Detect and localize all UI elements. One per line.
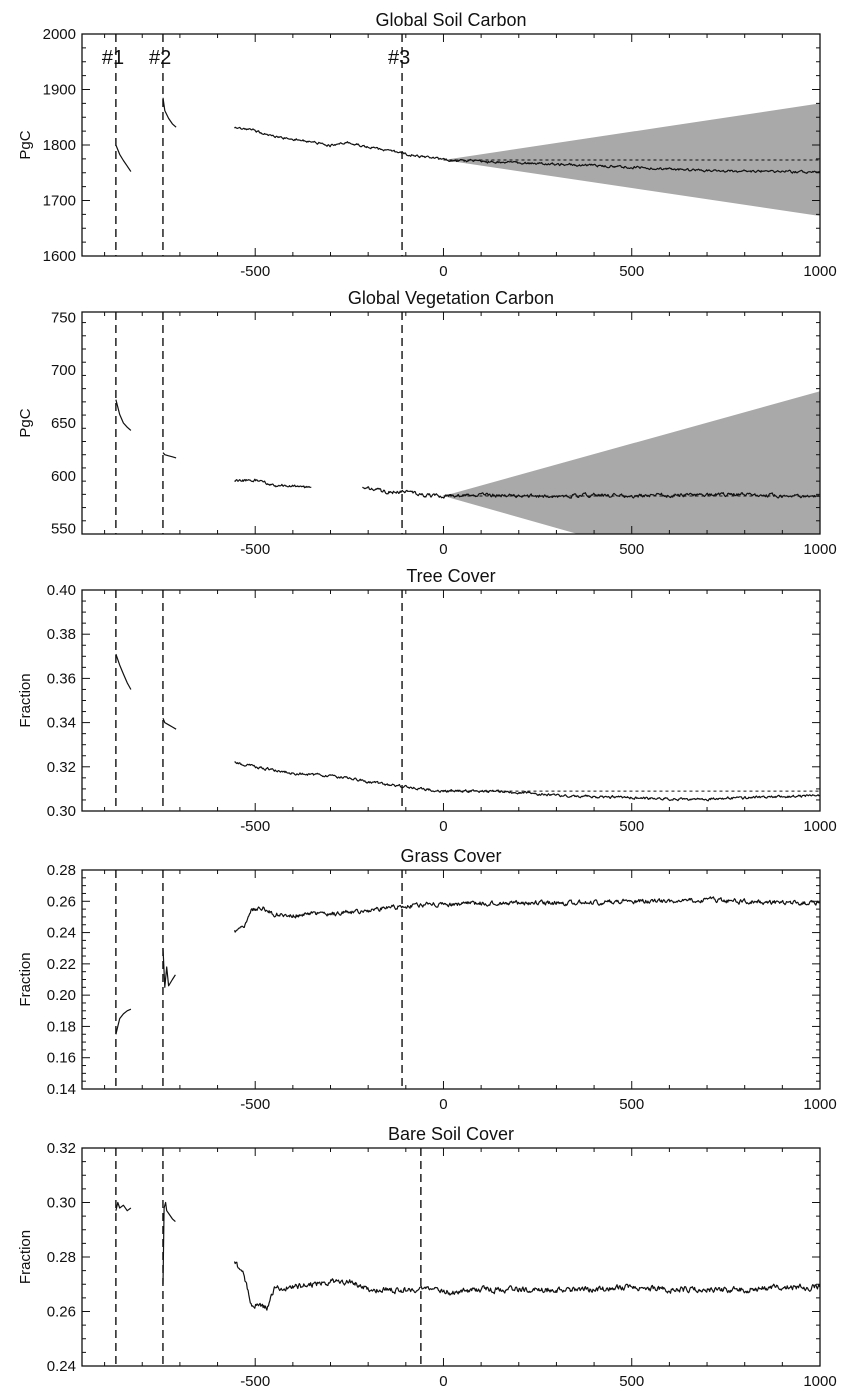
panel-title: Tree Cover bbox=[406, 566, 495, 586]
x-tick-label: -500 bbox=[240, 1096, 270, 1113]
x-tick-label: 0 bbox=[439, 1373, 447, 1390]
x-tick-label: 1000 bbox=[803, 818, 836, 835]
y-tick-label: 0.32 bbox=[47, 759, 76, 776]
axes-frame bbox=[81, 869, 821, 1090]
y-tick-label: 0.24 bbox=[47, 925, 76, 942]
x-tick-label: 500 bbox=[619, 263, 644, 280]
panel-2: -500 0 500 1000 550 600 650 700 750 Global Vegeta… bbox=[17, 288, 837, 558]
y-tick-label: 650 bbox=[51, 415, 76, 432]
series-line-3 bbox=[234, 478, 312, 489]
plot-area bbox=[115, 653, 820, 802]
panel-3: -500 0 500 1000 0.30 0.32 0.34 0.36 0.38 0.40 Tree… bbox=[17, 566, 837, 835]
x-tick-label: -500 bbox=[240, 1373, 270, 1390]
panel-title: Global Vegetation Carbon bbox=[348, 288, 554, 308]
y-tick-label: 1800 bbox=[43, 137, 76, 154]
x-tick-label: 1000 bbox=[803, 263, 836, 280]
series-line-3 bbox=[234, 126, 820, 174]
y-tick-label: 0.22 bbox=[47, 956, 76, 973]
y-tick-label: 600 bbox=[51, 468, 76, 485]
panel-title: Grass Cover bbox=[400, 846, 501, 866]
series-line-2 bbox=[162, 717, 177, 730]
x-tick-label: -500 bbox=[240, 818, 270, 835]
y-tick-label: 0.36 bbox=[47, 670, 76, 687]
x-tick-label: 0 bbox=[439, 541, 447, 558]
x-tick-label: 1000 bbox=[803, 1373, 836, 1390]
y-tick-label: 0.30 bbox=[47, 1195, 76, 1212]
x-tick-label: -500 bbox=[240, 263, 270, 280]
series-line-2 bbox=[162, 97, 177, 128]
y-tick-label: 0.24 bbox=[47, 1358, 76, 1375]
y-tick-label: 0.38 bbox=[47, 626, 76, 643]
plot-area bbox=[115, 391, 820, 534]
y-tick-label: 1900 bbox=[43, 82, 76, 99]
event-label: #2 bbox=[149, 47, 171, 69]
y-tick-label: 0.20 bbox=[47, 987, 76, 1004]
series-line-2 bbox=[162, 1201, 176, 1285]
x-tick-label: 0 bbox=[439, 818, 447, 835]
y-tick-label: 1600 bbox=[43, 248, 76, 265]
y-tick-label: 0.16 bbox=[47, 1050, 76, 1067]
y-axis-label: Fraction bbox=[17, 952, 34, 1006]
y-tick-label: 0.30 bbox=[47, 803, 76, 820]
x-tick-label: 1000 bbox=[803, 1096, 836, 1113]
y-axis-label: PgC bbox=[17, 408, 34, 437]
panel-title: Bare Soil Cover bbox=[388, 1124, 514, 1144]
y-axis-label: Fraction bbox=[17, 673, 34, 727]
y-tick-label: 0.18 bbox=[47, 1018, 76, 1035]
series-line-1 bbox=[115, 1201, 132, 1212]
plot-area bbox=[115, 1201, 820, 1311]
series-line-1 bbox=[115, 399, 132, 431]
panel-4: -500 0 500 1000 0.14 0.16 0.18 0.20 0.22 0.24 0.26… bbox=[17, 846, 837, 1113]
series-line-2 bbox=[162, 452, 177, 459]
series-line-1 bbox=[115, 653, 132, 690]
x-tick-label: 1000 bbox=[803, 541, 836, 558]
y-tick-label: 1700 bbox=[43, 193, 76, 210]
panel-5: -500 0 500 1000 0.24 0.26 0.28 0.30 0.32 Bare Soi… bbox=[17, 1124, 837, 1390]
y-tick-label: 0.26 bbox=[47, 1304, 76, 1321]
y-tick-label: 0.34 bbox=[47, 715, 76, 732]
series-line-3 bbox=[233, 896, 820, 933]
x-tick-label: 500 bbox=[619, 541, 644, 558]
series-line-3 bbox=[234, 761, 820, 802]
y-tick-label: 700 bbox=[51, 362, 76, 379]
y-axis-label: PgC bbox=[17, 130, 34, 159]
series-line-4 bbox=[362, 486, 820, 499]
y-tick-label: 750 bbox=[51, 309, 76, 326]
y-tick-label: 0.26 bbox=[47, 893, 76, 910]
y-tick-label: 0.40 bbox=[47, 582, 76, 599]
plot-area bbox=[115, 896, 820, 1035]
y-tick-label: 0.28 bbox=[47, 862, 76, 879]
panel-1: #1 #2 #3 -500 0 500 1000 1600 1700 1800 1900 2000 Gl… bbox=[17, 10, 837, 280]
x-tick-label: 0 bbox=[439, 263, 447, 280]
x-tick-label: 0 bbox=[439, 1096, 447, 1113]
axes-frame bbox=[81, 589, 821, 812]
axes-frame bbox=[81, 1147, 821, 1367]
uncertainty-band bbox=[443, 391, 820, 534]
series-line-1 bbox=[115, 144, 132, 172]
y-axis-label: Fraction bbox=[17, 1230, 34, 1284]
x-tick-label: -500 bbox=[240, 541, 270, 558]
event-label: #1 bbox=[102, 47, 124, 69]
x-tick-label: 500 bbox=[619, 818, 644, 835]
y-tick-label: 2000 bbox=[43, 26, 76, 43]
event-label: #3 bbox=[388, 47, 410, 69]
series-line-1 bbox=[115, 1008, 132, 1035]
series-line-3 bbox=[233, 1261, 820, 1311]
panel-title: Global Soil Carbon bbox=[375, 10, 526, 30]
plot-area bbox=[115, 97, 820, 217]
y-tick-label: 550 bbox=[51, 521, 76, 538]
x-tick-label: 500 bbox=[619, 1096, 644, 1113]
axes-frame bbox=[81, 311, 821, 535]
y-tick-label: 0.14 bbox=[47, 1081, 76, 1098]
x-tick-label: 500 bbox=[619, 1373, 644, 1390]
series-line-2 bbox=[162, 948, 176, 988]
y-tick-label: 0.28 bbox=[47, 1249, 76, 1266]
y-tick-label: 0.32 bbox=[47, 1140, 76, 1157]
